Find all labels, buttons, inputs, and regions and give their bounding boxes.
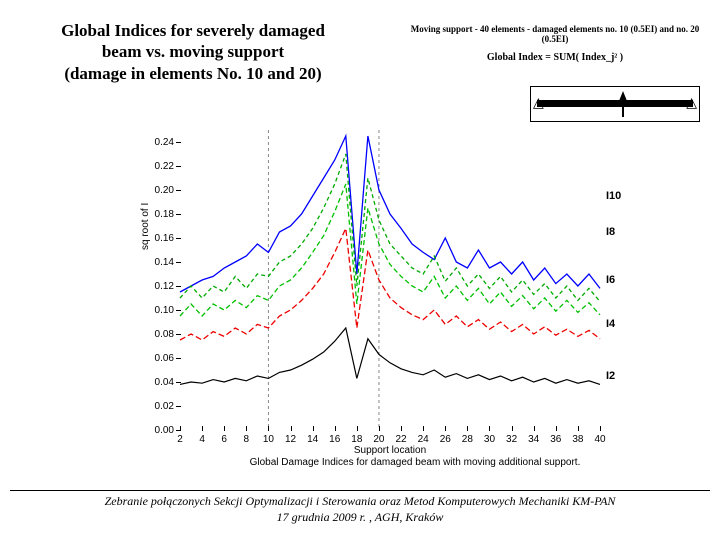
series-label-I2: I2 bbox=[606, 370, 615, 382]
title-line-1: Global Indices for severely damaged bbox=[8, 20, 378, 41]
x-tick-label: 16 bbox=[327, 434, 343, 445]
x-tick-label: 32 bbox=[504, 434, 520, 445]
y-tick-label: 0.02 bbox=[134, 401, 174, 412]
x-tick-label: 36 bbox=[548, 434, 564, 445]
y-tick-label: 0.06 bbox=[134, 353, 174, 364]
y-tick-label: 0.16 bbox=[134, 233, 174, 244]
y-tick-label: 0.12 bbox=[134, 281, 174, 292]
x-tick-label: 14 bbox=[305, 434, 321, 445]
x-tick-label: 34 bbox=[526, 434, 542, 445]
x-tick-label: 10 bbox=[260, 434, 276, 445]
x-tick-label: 4 bbox=[194, 434, 210, 445]
x-tick-label: 38 bbox=[570, 434, 586, 445]
plot-area: sq root of I 0.000.020.040.060.080.100.1… bbox=[180, 130, 600, 430]
y-tick-label: 0.18 bbox=[134, 209, 174, 220]
y-tick-label: 0.22 bbox=[134, 161, 174, 172]
y-tick-label: 0.20 bbox=[134, 185, 174, 196]
series-line-I8 bbox=[180, 154, 600, 302]
x-tick-label: 28 bbox=[459, 434, 475, 445]
footer: Zebranie połączonych Sekcji Optymalizacj… bbox=[0, 494, 720, 525]
title-line-3: (damage in elements No. 10 and 20) bbox=[8, 63, 378, 84]
x-tick-label: 2 bbox=[172, 434, 188, 445]
y-tick-label: 0.24 bbox=[134, 137, 174, 148]
title-line-2: beam vs. moving support bbox=[8, 41, 378, 62]
chart-header: Moving support - 40 elements - damaged e… bbox=[400, 24, 710, 63]
footer-line-2: 17 grudnia 2009 r. , AGH, Kraków bbox=[0, 510, 720, 526]
y-tick-label: 0.14 bbox=[134, 257, 174, 268]
chart-header-line-2: Global Index = SUM( Index_j² ) bbox=[400, 52, 710, 63]
chart-header-line-1: Moving support - 40 elements - damaged e… bbox=[400, 24, 710, 44]
beam-arrow-stem bbox=[622, 99, 624, 117]
beam-bar bbox=[537, 100, 693, 107]
y-tick-label: 0.00 bbox=[134, 425, 174, 436]
x-tick-label: 22 bbox=[393, 434, 409, 445]
series-line-I6 bbox=[180, 184, 600, 316]
x-tick-label: 18 bbox=[349, 434, 365, 445]
series-line-I2 bbox=[180, 328, 600, 384]
divider bbox=[10, 490, 710, 491]
y-tick-label: 0.08 bbox=[134, 329, 174, 340]
series-line-I10 bbox=[180, 136, 600, 292]
beam-support-left-icon: △ bbox=[533, 95, 544, 112]
x-tick-label: 24 bbox=[415, 434, 431, 445]
chart: sq root of I 0.000.020.040.060.080.100.1… bbox=[130, 130, 650, 460]
series-label-I8: I8 bbox=[606, 226, 615, 238]
x-tick-label: 40 bbox=[592, 434, 608, 445]
series-label-I10: I10 bbox=[606, 190, 621, 202]
beam-diagram: △ △ bbox=[530, 86, 700, 122]
series-label-I4: I4 bbox=[606, 318, 615, 330]
beam-support-right-icon: △ bbox=[686, 95, 697, 112]
x-tick-label: 26 bbox=[437, 434, 453, 445]
chart-caption: Global Damage Indices for damaged beam w… bbox=[180, 457, 650, 468]
y-tick-label: 0.04 bbox=[134, 377, 174, 388]
title-block: Global Indices for severely damaged beam… bbox=[8, 20, 378, 84]
y-tick-label: 0.10 bbox=[134, 305, 174, 316]
x-tick-label: 20 bbox=[371, 434, 387, 445]
x-tick-label: 12 bbox=[283, 434, 299, 445]
x-tick-label: 30 bbox=[481, 434, 497, 445]
x-axis-title: Support location bbox=[130, 445, 650, 456]
x-tick-label: 6 bbox=[216, 434, 232, 445]
x-tick-label: 8 bbox=[238, 434, 254, 445]
footer-line-1: Zebranie połączonych Sekcji Optymalizacj… bbox=[0, 494, 720, 510]
series-label-I6: I6 bbox=[606, 274, 615, 286]
chart-lines bbox=[180, 130, 600, 430]
